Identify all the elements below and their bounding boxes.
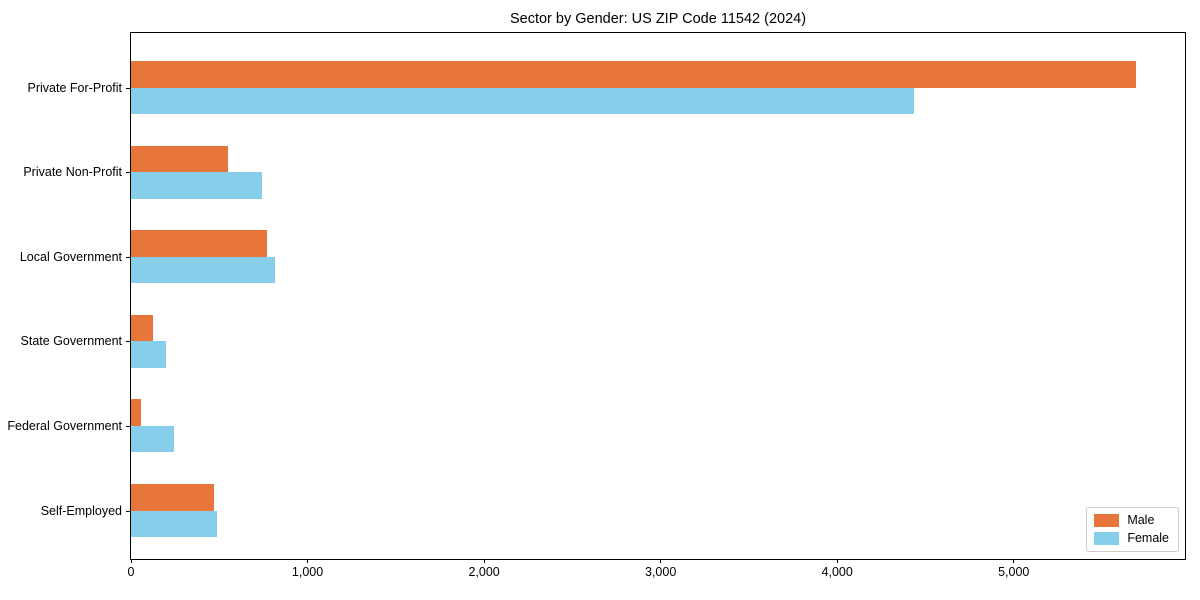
bar-female-state-government	[131, 341, 167, 368]
y-tick	[126, 425, 130, 427]
category-label: Private For-Profit	[27, 80, 122, 95]
x-tick-label: 4,000	[821, 565, 853, 579]
legend: Male Female	[1086, 507, 1179, 552]
bar-female-self-employed	[131, 510, 217, 537]
bar-female-federal-government	[131, 425, 175, 453]
legend-entry-male: Male	[1094, 514, 1169, 527]
bar-male-self-employed	[131, 484, 214, 511]
legend-swatch-female	[1094, 532, 1120, 545]
x-tick	[483, 559, 485, 563]
x-tick-label: 5,000	[998, 565, 1030, 579]
x-tick	[836, 559, 838, 563]
category-label: Private Non-Profit	[23, 165, 122, 180]
x-tick-label: 0	[127, 565, 135, 579]
y-tick	[126, 87, 130, 89]
x-tick	[660, 559, 662, 563]
category-label: State Government	[20, 334, 122, 349]
x-tick	[130, 559, 132, 563]
bar-male-state-government	[131, 314, 154, 342]
x-tick-label: 1,000	[291, 565, 324, 579]
y-axis-category-labels: Private For-Profit Private Non-Profit Loca…	[0, 32, 122, 560]
bar-male-private-for-profit	[131, 61, 1136, 88]
y-tick	[126, 256, 130, 258]
x-tick-label: 2,000	[468, 565, 500, 579]
legend-label: Female	[1127, 531, 1169, 545]
bar-male-private-non-profit	[131, 145, 229, 173]
category-label: Federal Government	[7, 418, 122, 433]
category-label: Local Government	[19, 249, 122, 264]
y-tick	[126, 172, 130, 174]
x-tick-label: 3,000	[645, 565, 677, 579]
plot-area: 0 1,000 2,000 3,000 4,000 5,000 Male Female	[126, 32, 1186, 579]
legend-swatch-male	[1094, 514, 1120, 527]
legend-label: Male	[1127, 513, 1155, 527]
x-tick	[1013, 559, 1015, 563]
bar-male-federal-government	[131, 399, 141, 426]
category-label: Self-Employed	[40, 503, 122, 518]
x-tick	[307, 559, 309, 563]
y-tick	[126, 341, 130, 343]
bar-female-private-non-profit	[131, 172, 262, 199]
bar-male-local-government	[131, 230, 267, 257]
chart-title: Sector by Gender: US ZIP Code 11542 (202…	[509, 11, 807, 27]
bar-female-private-for-profit	[131, 87, 914, 114]
legend-entry-female: Female	[1094, 532, 1169, 545]
bar-female-local-government	[131, 256, 275, 284]
y-tick	[126, 510, 130, 512]
